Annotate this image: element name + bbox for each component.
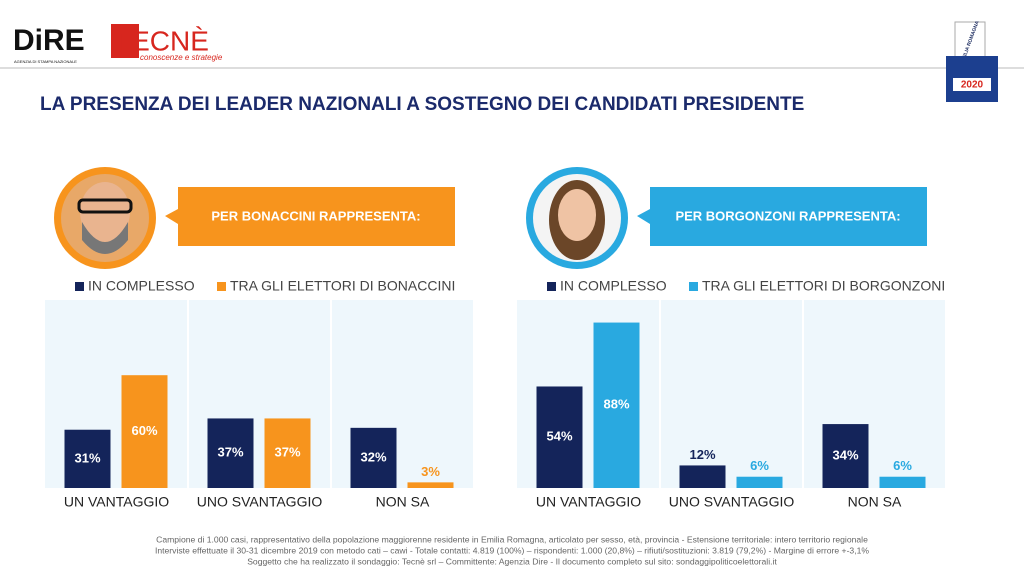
value-label: 31% [74,450,100,465]
category-label: NON SA [848,494,902,510]
value-label: 34% [832,447,858,462]
value-label: 60% [131,423,157,438]
value-label: 37% [217,445,243,460]
bar [736,476,783,488]
callout-box [165,187,455,246]
bar [407,482,454,488]
value-label: 6% [750,458,769,473]
footer: Campione di 1.000 casi, rappresentativo … [155,534,869,566]
dire-logo: DiRE [13,24,85,57]
tecne-mark [111,24,139,58]
footer-line: Campione di 1.000 casi, rappresentativo … [156,534,868,544]
category-label: UN VANTAGGIO [64,494,169,510]
photo-face [558,189,596,241]
tecne-tagline: conoscenze e strategie [140,53,223,62]
value-label: 37% [274,445,300,460]
tecne-logo: TECNÈ [114,25,209,56]
value-label: 3% [421,464,440,479]
callout-text: PER BORGONZONI RAPPRESENTA: [675,208,900,223]
bar [879,476,926,488]
slide-title: LA PRESENZA DEI LEADER NAZIONALI A SOSTE… [40,94,804,115]
value-label: 12% [689,447,715,462]
badge-year: 2020 [961,80,984,91]
value-label: 54% [546,429,572,444]
dire-tagline: AGENZIA DI STAMPA NAZIONALE [14,59,77,64]
callout-text: PER BONACCINI RAPPRESENTA: [211,208,420,223]
legend-label: TRA GLI ELETTORI DI BONACCINI [230,278,455,294]
charts: PER BONACCINI RAPPRESENTA: IN COMPLESSO TR… [45,187,945,510]
photo-beard [82,222,128,254]
callout-box [637,187,927,246]
legend-label: IN COMPLESSO [560,278,667,294]
value-label: 88% [603,397,629,412]
bar [822,424,869,488]
plot-panel [517,300,945,488]
legend-swatch [547,282,556,291]
legend-swatch [75,282,84,291]
bar [64,429,111,488]
bar [121,375,168,488]
bar [679,465,726,488]
category-label: NON SA [376,494,430,510]
category-label: UNO SVANTAGGIO [197,494,323,510]
category-label: UNO SVANTAGGIO [669,494,795,510]
legend-label: TRA GLI ELETTORI DI BORGONZONI [702,278,945,294]
photo-glasses [77,198,133,214]
bar [593,322,640,488]
plot-panel [45,300,473,488]
bar [536,386,583,488]
badge-year-box [953,78,991,91]
legend-label: IN COMPLESSO [88,278,195,294]
footer-line: Interviste effettuate il 30-31 dicembre … [155,545,869,555]
value-label: 6% [893,458,912,473]
category-label: UN VANTAGGIO [536,494,641,510]
legend-swatch [217,282,226,291]
footer-line: Soggetto che ha realizzato il sondaggio:… [247,556,777,566]
bar [350,427,397,488]
bar [264,418,311,488]
bar [207,418,254,488]
legend-swatch [689,282,698,291]
value-label: 32% [360,449,386,464]
